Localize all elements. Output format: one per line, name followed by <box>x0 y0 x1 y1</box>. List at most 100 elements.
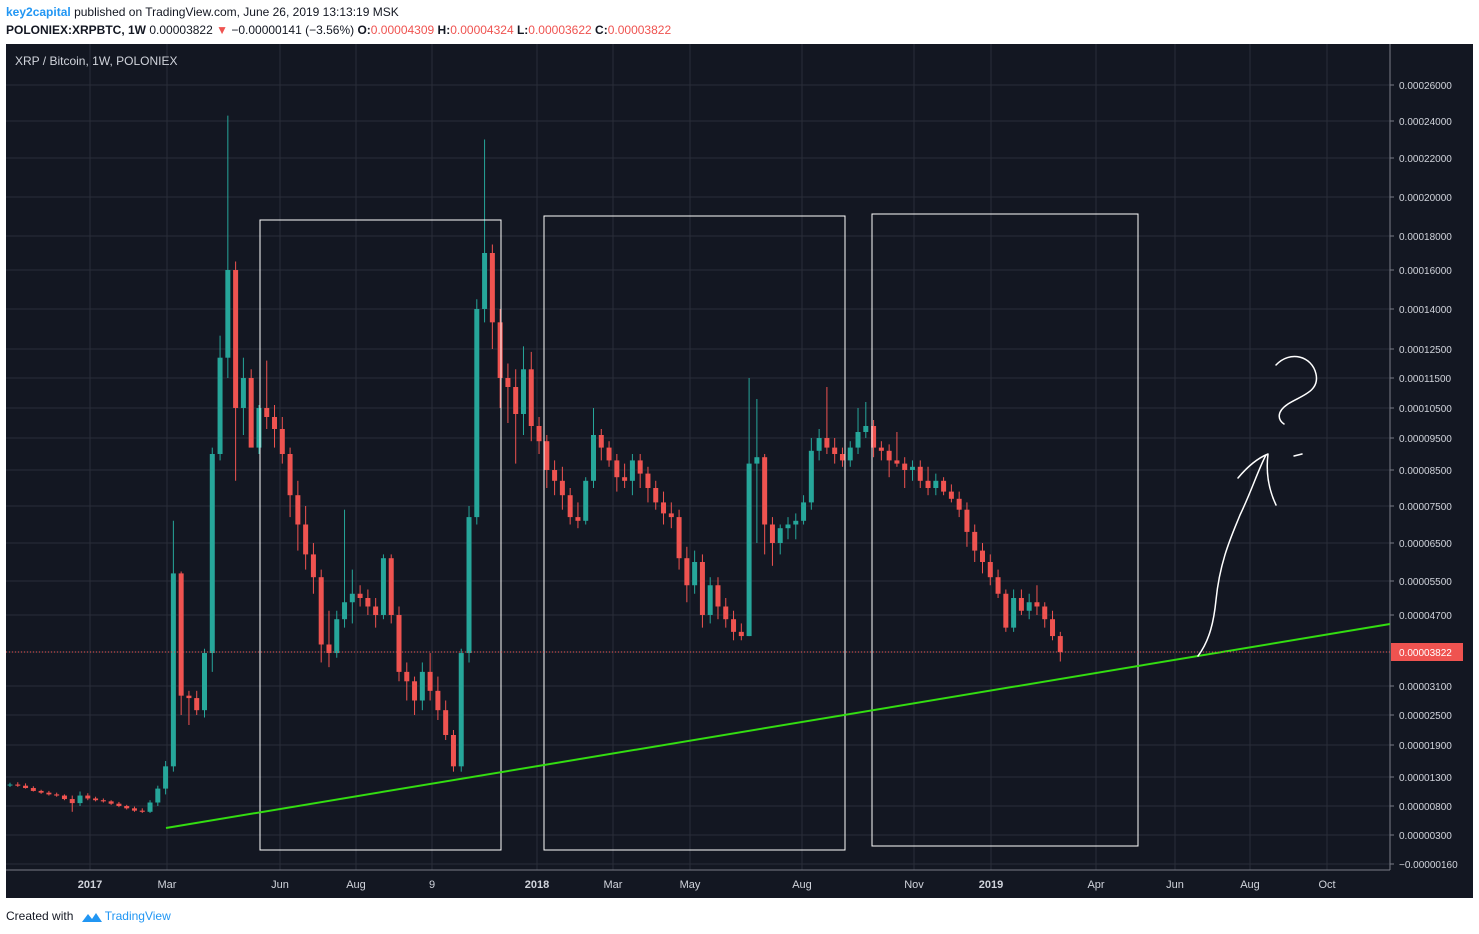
author-link[interactable]: key2capital <box>6 5 71 19</box>
candle-body <box>349 593 355 603</box>
x-tick-label: 9 <box>429 879 435 891</box>
ohlc-strip: POLONIEX:XRPBTC, 1W 0.00003822 ▼ −0.0000… <box>6 23 671 37</box>
candle-body <box>61 795 67 800</box>
candle-body <box>567 495 573 518</box>
candle-body <box>598 435 604 448</box>
candle-body <box>925 480 931 488</box>
low-label: L: <box>516 23 529 37</box>
candle-body <box>209 454 215 654</box>
candle-body <box>629 460 635 481</box>
candle-body <box>357 593 363 598</box>
candle-body <box>170 573 176 767</box>
candle-body <box>715 585 721 607</box>
candle-body <box>202 653 207 711</box>
candle-body <box>886 450 892 461</box>
candle-body <box>30 788 36 791</box>
candle-body <box>941 480 947 492</box>
candle-body <box>482 253 488 309</box>
y-tick-label: 0.00001300 <box>1399 773 1452 784</box>
candle-body <box>552 470 558 481</box>
candle-body <box>373 606 379 615</box>
chart-legend-title: XRP / Bitcoin, 1W, POLONIEX <box>15 54 178 68</box>
candle-body <box>559 480 565 496</box>
question-mark-curve <box>1275 355 1318 425</box>
candle-body <box>248 378 254 448</box>
candle-body <box>528 369 534 426</box>
candle-body <box>575 517 581 521</box>
candle-body <box>801 502 807 521</box>
last-price: 0.00003822 <box>149 23 213 37</box>
candle-body <box>917 466 923 481</box>
y-tick-label: 0.00026000 <box>1399 81 1452 92</box>
candle-body <box>443 710 449 735</box>
candle-body <box>785 524 791 529</box>
x-tick-label: 2018 <box>525 879 549 891</box>
x-tick-label: Apr <box>1087 879 1104 891</box>
candle-body <box>124 806 130 809</box>
arrow-shaft <box>1197 454 1267 657</box>
candle-body <box>653 488 659 503</box>
x-tick-label: Aug <box>792 879 812 891</box>
tradingview-logo-icon <box>81 912 102 922</box>
x-tick-label: 2019 <box>979 879 1003 891</box>
candle-body <box>46 792 52 795</box>
candle-body <box>93 798 99 801</box>
chart-area[interactable] <box>6 44 1473 898</box>
candle-body <box>388 558 394 615</box>
candle-body <box>489 253 495 323</box>
candle-body <box>131 808 137 811</box>
cycle-box <box>543 215 846 851</box>
candle-body <box>178 573 184 696</box>
candle-body <box>1011 598 1017 628</box>
candle-body <box>108 801 114 804</box>
candle-body <box>116 803 122 806</box>
tradingview-brand[interactable]: TradingView <box>104 909 171 923</box>
candle-body <box>645 473 651 488</box>
low-value: 0.00003622 <box>528 23 592 37</box>
candle-body <box>505 378 511 387</box>
candle-body <box>933 480 939 488</box>
candle-body <box>217 357 223 454</box>
candle-body <box>1003 593 1009 628</box>
y-tick-label: 0.00022000 <box>1399 154 1452 165</box>
candle-body <box>419 671 425 701</box>
candle-body <box>956 498 962 510</box>
candle-body <box>754 457 760 464</box>
cycle-box <box>871 213 1139 847</box>
y-tick-label: 0.00001900 <box>1399 741 1452 752</box>
candle-body <box>692 562 698 586</box>
x-tick-label: 2017 <box>78 879 102 891</box>
y-tick-label: 0.00007500 <box>1399 502 1452 513</box>
candle-body <box>863 426 869 432</box>
candle-body <box>964 509 970 532</box>
x-tick-label: Aug <box>346 879 366 891</box>
high-value: 0.00004324 <box>450 23 514 37</box>
candle-body <box>365 598 371 607</box>
question-mark-dot <box>1293 453 1303 457</box>
y-tick-label: 0.00009500 <box>1399 434 1452 445</box>
high-label: H: <box>437 23 451 37</box>
candle-body <box>536 426 542 442</box>
candle-body <box>909 466 915 470</box>
close-label: C: <box>595 23 608 37</box>
candle-body <box>427 671 433 691</box>
arrow-head <box>1237 453 1277 506</box>
candle-body <box>194 698 200 711</box>
candle-body <box>1042 606 1048 620</box>
candle-body <box>155 788 161 803</box>
down-arrow-icon: ▼ <box>216 23 228 37</box>
candle-body <box>661 502 667 514</box>
candle-body <box>894 460 900 464</box>
candle-body <box>225 270 231 358</box>
candle-body <box>699 562 705 615</box>
y-tick-label: 0.00010500 <box>1399 404 1452 415</box>
candle-body <box>77 795 83 804</box>
candle-body <box>23 785 29 789</box>
y-tick-label: 0.00004700 <box>1399 611 1452 622</box>
candle-body <box>1057 636 1063 653</box>
candle-body <box>139 810 145 812</box>
x-tick-label: Aug <box>1240 879 1260 891</box>
candle-body <box>69 799 75 804</box>
candle-body <box>855 432 861 448</box>
